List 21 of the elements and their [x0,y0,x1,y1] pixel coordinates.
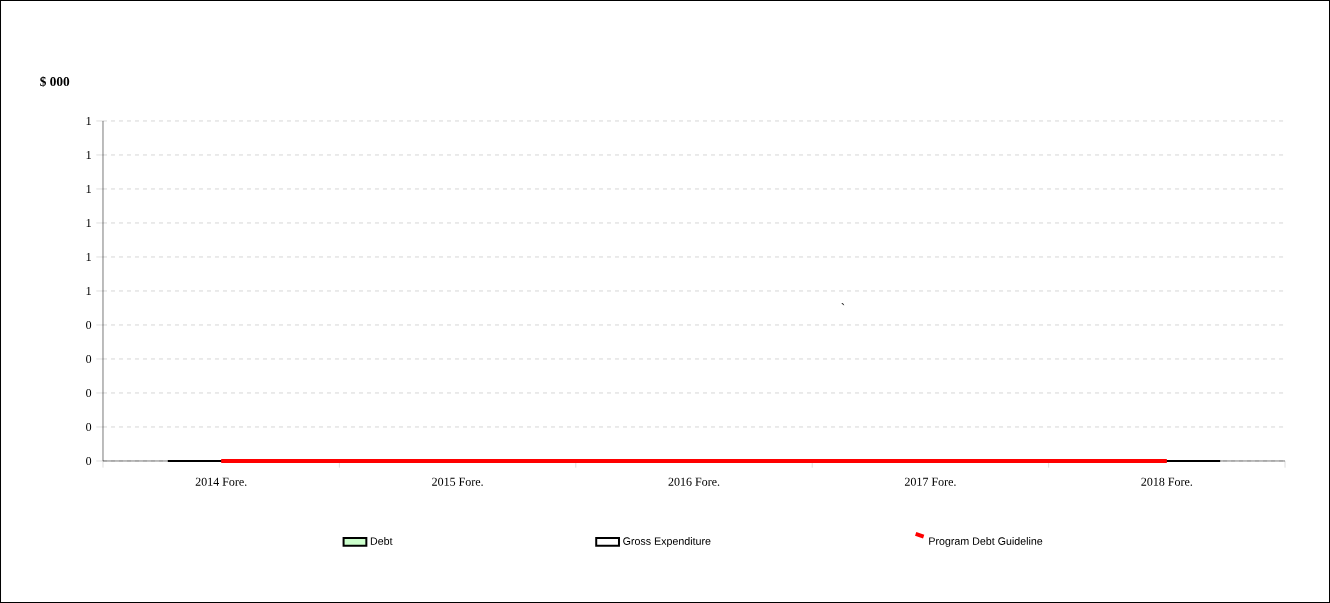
x-tick-label: 2015 Fore. [432,477,483,486]
y-tick-label: 0 [86,354,92,364]
y-tick-label: 1 [86,253,91,261]
y-tick-label: 0 [86,320,92,330]
legend-label: Program Debt Guideline [929,537,1043,548]
y-tick-label: 1 [86,287,91,295]
annotation: ` [841,303,845,306]
y-tick-label: 1 [86,151,91,159]
y-tick-label: 1 [86,117,91,125]
x-tick-label: 2014 Fore. [195,477,247,486]
legend-label: Debt [370,537,393,545]
y-tick-label: 1 [86,219,91,227]
y-tick-label: 0 [86,456,92,466]
x-tick-label: 2016 Fore. [668,477,720,486]
x-tick-label: 2018 Fore. [1141,477,1193,486]
x-tick-label: 2017 Fore. [904,477,956,486]
y-axis-title: $ 000 [40,76,70,87]
y-tick-label: 1 [86,185,91,193]
legend-label: Gross Expenditure [623,537,711,548]
y-tick-label: 0 [86,422,92,432]
y-tick-label: 0 [86,388,92,398]
